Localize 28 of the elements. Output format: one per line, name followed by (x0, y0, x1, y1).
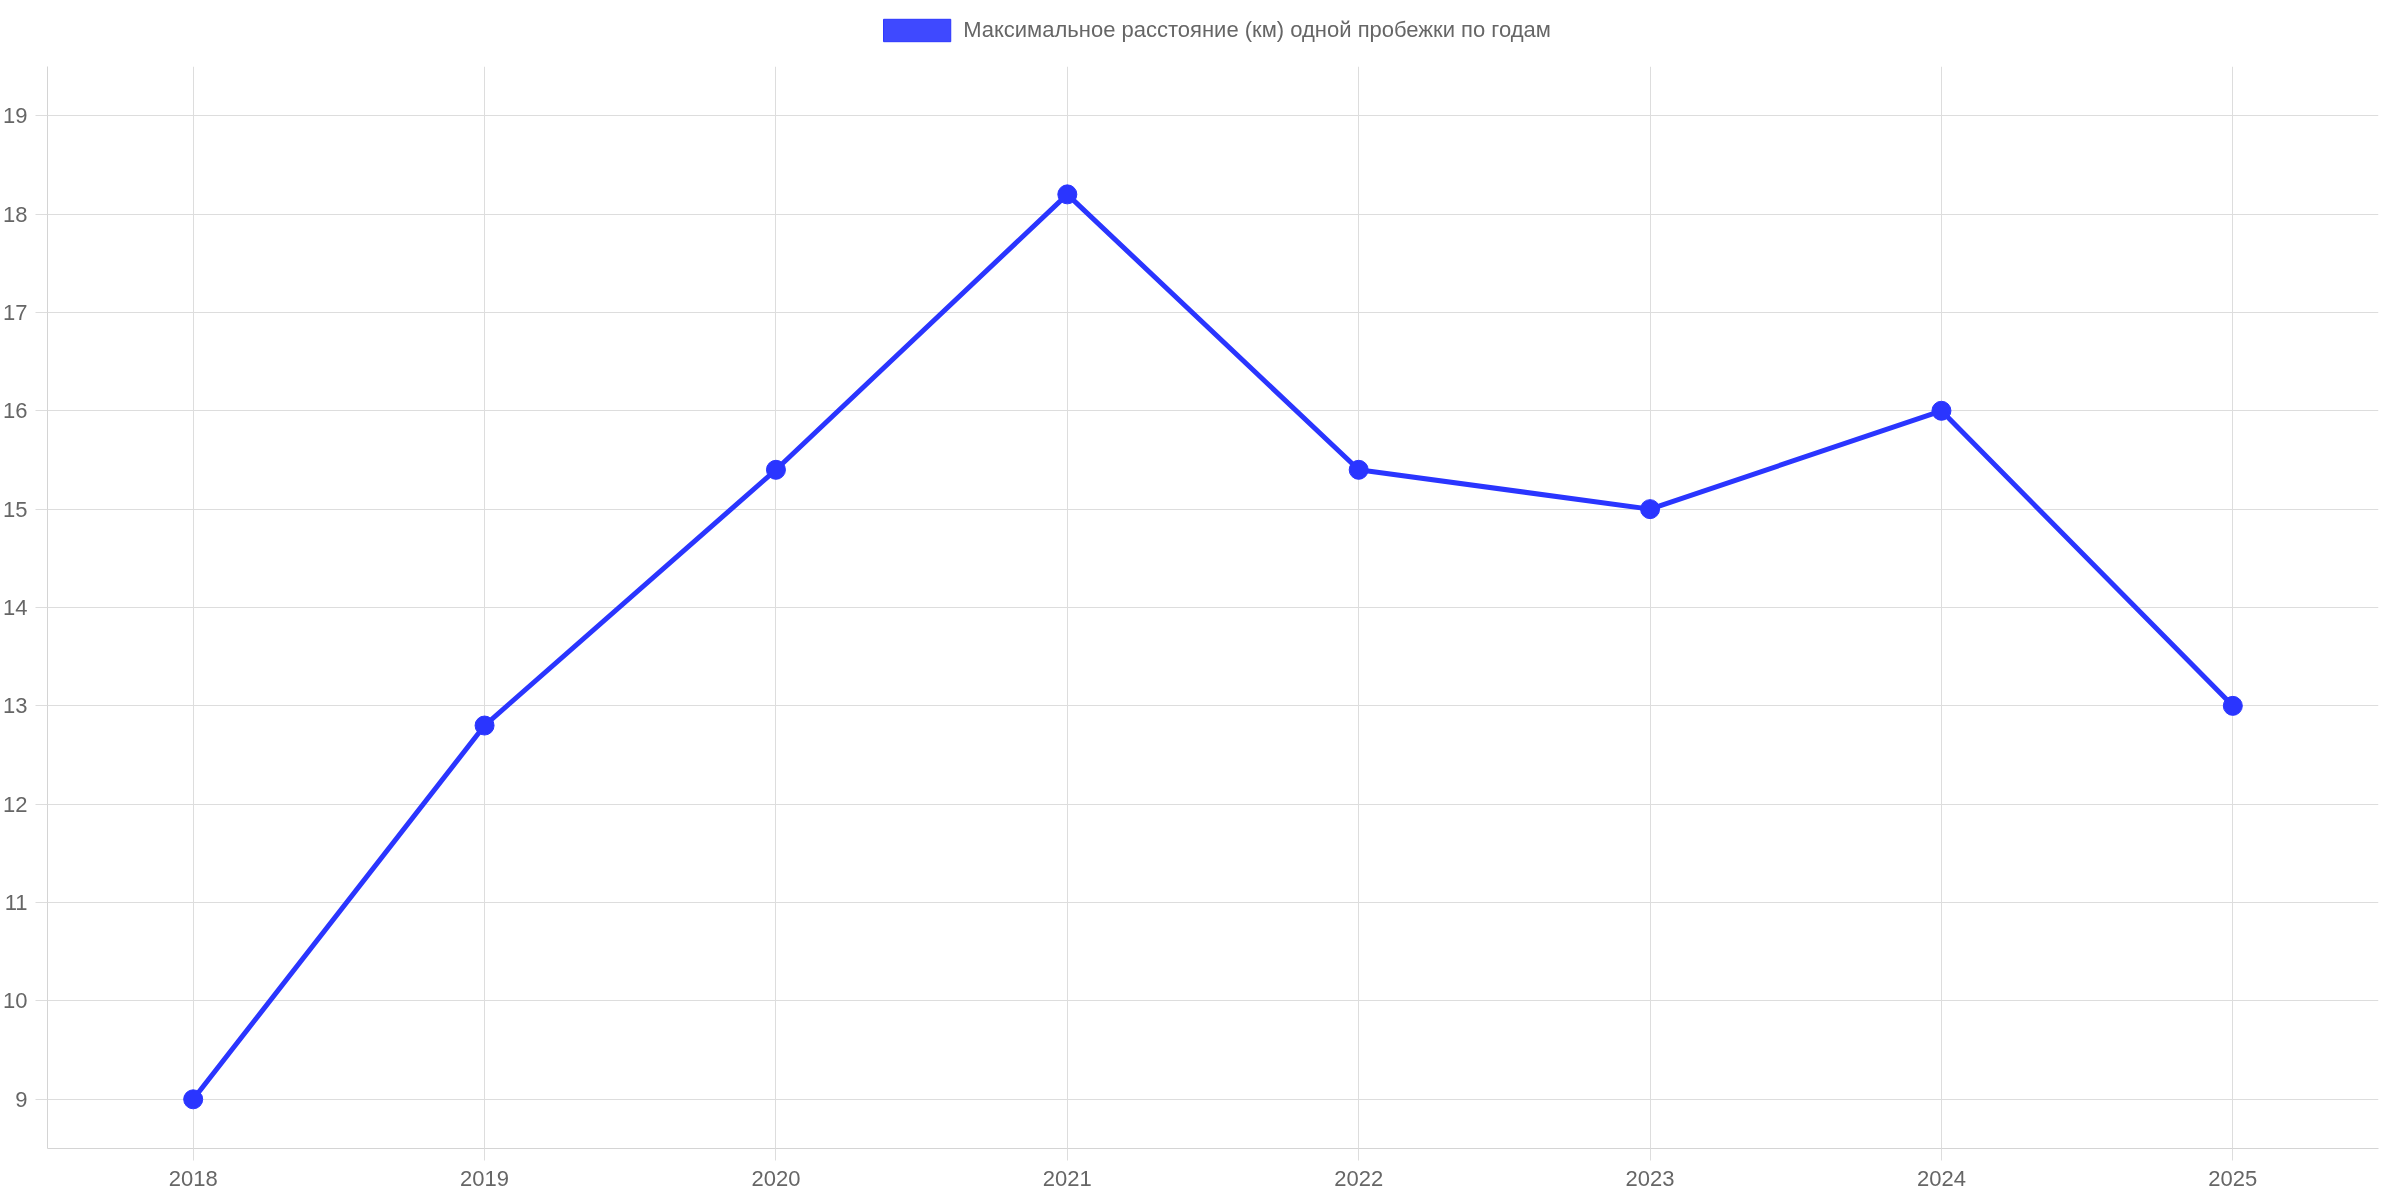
y-tick-label: 12 (3, 791, 28, 817)
point (765, 459, 786, 480)
x-tick-label: 2021 (1042, 1165, 1092, 1191)
legend-label: Максимальное расстояние (км) одной пробежки по годам (963, 17, 1551, 43)
y-tick-label: 13 (3, 693, 28, 719)
y-tick-label: 10 (3, 988, 28, 1014)
point (474, 715, 495, 736)
y-tick-label: 16 (3, 398, 28, 424)
x-tick-label: 2023 (1625, 1165, 1675, 1191)
point (1640, 499, 1661, 520)
y-tick-label: 15 (3, 496, 28, 522)
x-tick-label: 2025 (2208, 1165, 2258, 1191)
point (183, 1089, 204, 1110)
x-tick-label: 2020 (751, 1165, 801, 1191)
x-tick-label: 2018 (168, 1165, 218, 1191)
point (1348, 459, 1369, 480)
point (1057, 184, 1078, 205)
y-tick-label: 11 (4, 890, 28, 916)
y-tick-label: 9 (15, 1086, 28, 1112)
y-tick-label: 18 (3, 201, 28, 227)
x-tick-label: 2024 (1916, 1165, 1966, 1191)
x-tick-label: 2022 (1334, 1165, 1384, 1191)
x-tick-label: 2019 (460, 1165, 510, 1191)
y-tick-label: 17 (3, 299, 28, 325)
point (1931, 400, 1952, 421)
point (2222, 695, 2243, 716)
y-tick-label: 19 (3, 103, 28, 129)
y-tick-label: 14 (3, 595, 28, 620)
